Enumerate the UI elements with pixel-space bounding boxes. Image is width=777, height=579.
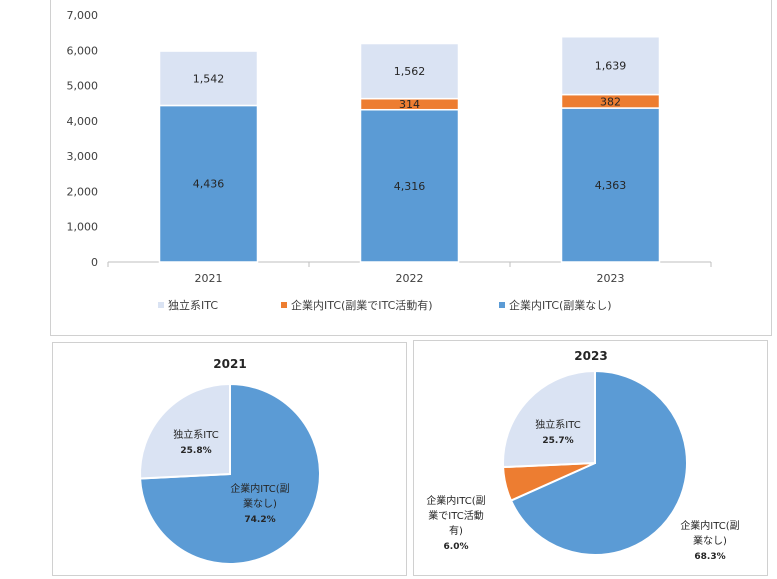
y-tick-label: 6,000 [67, 44, 99, 57]
bar-segment [560, 35, 661, 96]
legend-item-label: 独立系ITC [168, 298, 218, 312]
bar-data-label: 4,436 [193, 178, 225, 191]
pie-chart-2021-panel: 2021 独立系ITC 25.8% 企業内ITC(副 業なし) 74.2% [52, 342, 407, 576]
x-tick-label: 2021 [195, 272, 223, 285]
legend-item-label: 企業内ITC(副業なし) [509, 298, 612, 312]
pie-title: 2021 [213, 357, 246, 371]
bar-data-label: 4,316 [394, 180, 426, 193]
bar-segment [158, 50, 259, 107]
y-tick-label: 0 [91, 256, 98, 269]
pie-data-label: 6.0% [444, 542, 469, 552]
pie-chart-2023-panel: 2023 独立系ITC 25.7% 企業内ITC(副 業なし) 68.3% 企業内ITC(副… [413, 340, 768, 576]
bar-segment [359, 42, 460, 100]
pie-data-label: 25.7% [542, 436, 573, 446]
y-tick-label: 5,000 [67, 80, 99, 93]
bar-data-label: 1,542 [193, 72, 225, 85]
pie-data-label: 独立系ITC [173, 428, 218, 441]
pie-data-label: 74.2% [244, 515, 275, 525]
legend-swatch [281, 302, 287, 308]
pie-data-label: 業なし) [693, 534, 727, 547]
pie-data-label: 企業内ITC(副 [426, 494, 485, 507]
x-tick-label: 2022 [396, 272, 424, 285]
pie-data-label: 企業内ITC(副 [680, 519, 739, 532]
y-tick-label: 7,000 [67, 9, 99, 22]
pie-data-label: 68.3% [694, 552, 725, 562]
bar-data-label: 1,562 [394, 65, 426, 78]
pie-data-label: 有) [449, 524, 463, 537]
y-tick-label: 4,000 [67, 115, 99, 128]
stacked-bar-chart-panel: 0 1,000 2,000 3,000 4,000 5,000 6,000 7,000 4,43… [50, 0, 772, 336]
bar-segment [560, 107, 661, 263]
bar-segment [158, 104, 259, 263]
pie-chart-2021: 2021 独立系ITC 25.8% 企業内ITC(副業なし) 74.2% [139, 357, 321, 565]
bar-data-label: 4,363 [595, 179, 627, 192]
pie-data-label: 企業内ITC(副 [230, 482, 289, 495]
y-tick-label: 3,000 [67, 150, 99, 163]
bar-data-label: 314 [399, 98, 420, 111]
pie-data-label: 独立系ITC [535, 418, 580, 431]
pie-data-label: 25.8% [180, 446, 211, 456]
legend-item-label: 企業内ITC(副業でITC活動有) [291, 298, 433, 312]
pie-data-label: 業なし) [243, 497, 277, 510]
pie-slice [502, 369, 596, 469]
pie-chart-2023: 2023独立系ITC25.7%企業内ITC(副業なし)68.3%企業内ITC(副… [426, 349, 739, 562]
legend-swatch [499, 302, 505, 308]
pie-slice [509, 369, 688, 556]
pie-title: 2023 [574, 349, 607, 363]
x-tick-label: 2023 [597, 272, 625, 285]
y-tick-label: 1,000 [67, 221, 99, 234]
y-tick-label: 2,000 [67, 185, 99, 198]
pie-slice [139, 382, 231, 480]
bar-data-label: 382 [600, 95, 621, 108]
stacked-bar-chart: 0 1,000 2,000 3,000 4,000 5,000 6,000 7,000 4,43… [67, 9, 712, 312]
legend-swatch [158, 302, 164, 308]
bar-data-label: 1,639 [595, 60, 627, 73]
pie-data-label: 業でITC活動 [428, 509, 483, 522]
